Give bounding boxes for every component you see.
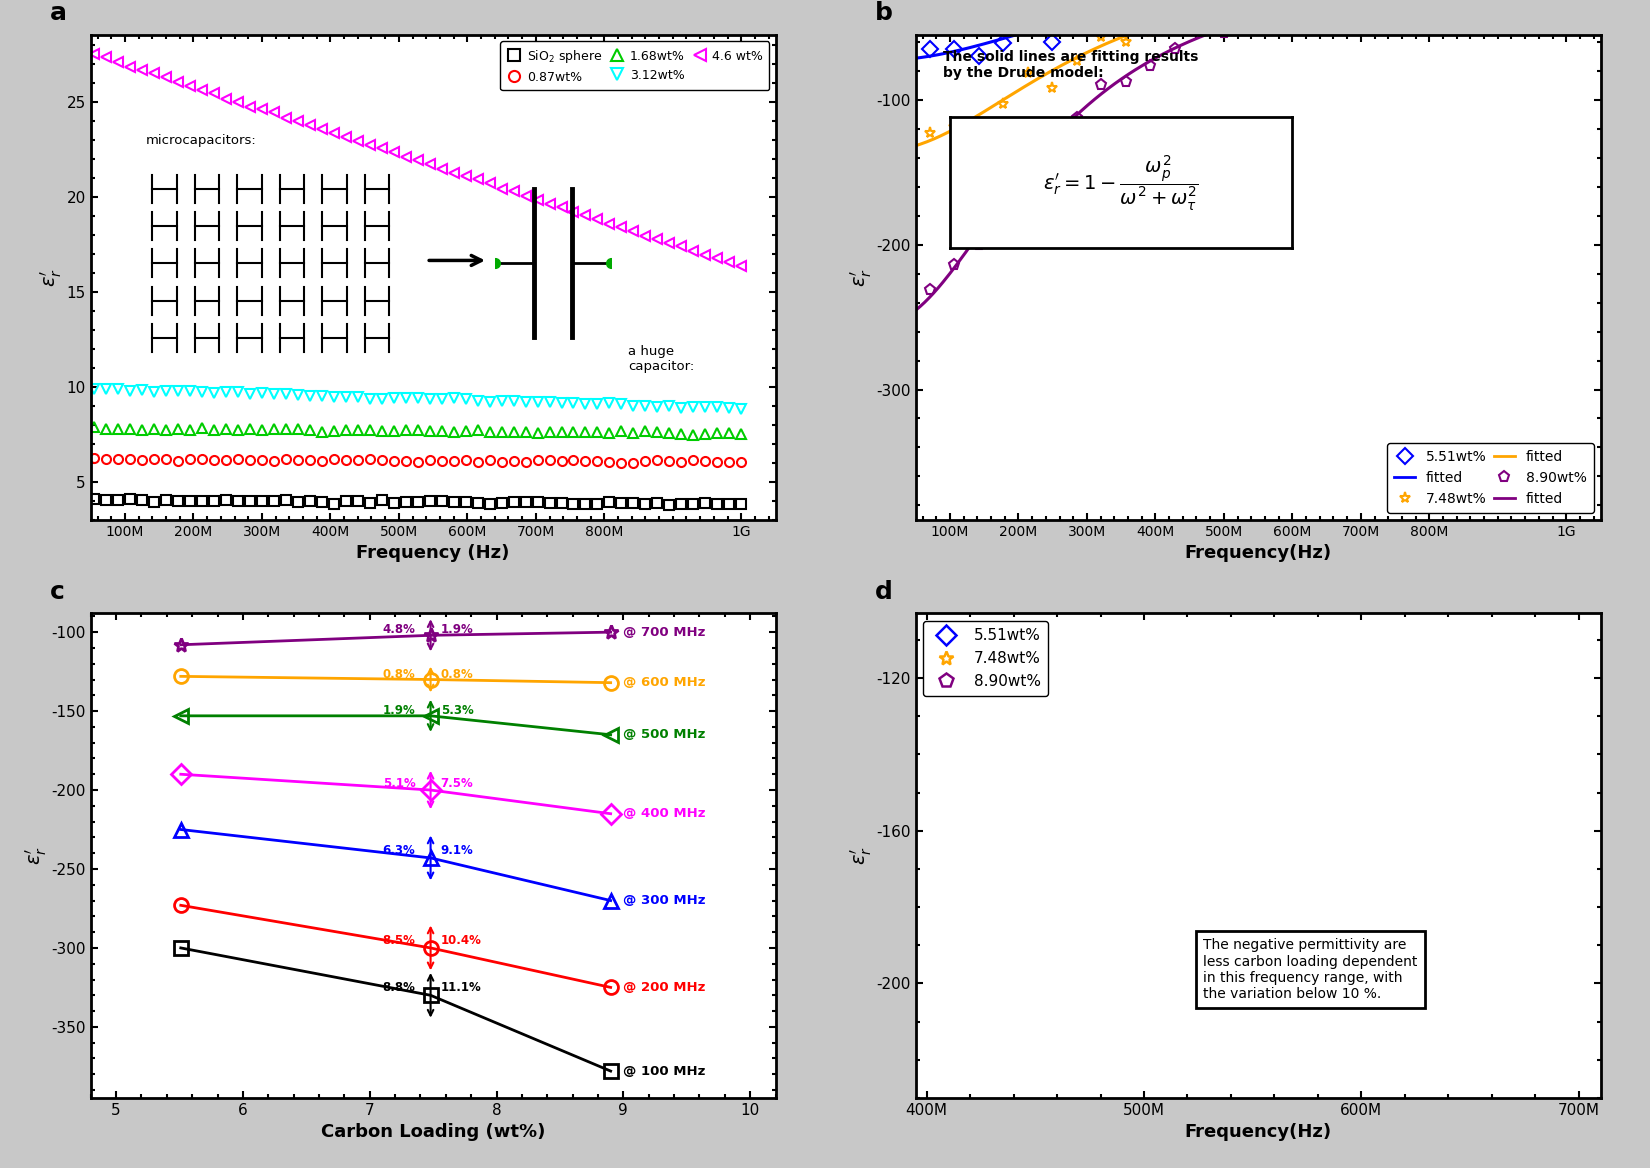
Text: 5.1%: 5.1%: [383, 777, 416, 790]
X-axis label: Frequency (Hz): Frequency (Hz): [356, 544, 510, 562]
Text: a huge
capacitor:: a huge capacitor:: [629, 346, 695, 374]
Text: @ 400 MHz: @ 400 MHz: [624, 807, 706, 820]
Text: 0.8%: 0.8%: [441, 668, 474, 681]
Legend: 5.51wt%, 7.48wt%, 8.90wt%: 5.51wt%, 7.48wt%, 8.90wt%: [924, 621, 1048, 696]
Y-axis label: $\varepsilon_r'$: $\varepsilon_r'$: [23, 846, 48, 865]
Y-axis label: $\varepsilon_r'$: $\varepsilon_r'$: [848, 846, 873, 865]
Text: b: b: [874, 1, 893, 26]
Text: 6.3%: 6.3%: [383, 843, 416, 857]
Text: @ 500 MHz: @ 500 MHz: [624, 729, 706, 742]
Legend: 5.51wt%, fitted, 7.48wt%, fitted, 8.90wt%, fitted: 5.51wt%, fitted, 7.48wt%, fitted, 8.90wt…: [1388, 443, 1594, 513]
Text: d: d: [874, 579, 893, 604]
Legend: SiO$_2$ sphere, 0.87wt%, 1.68wt%, 3.12wt%, 4.6 wt%: SiO$_2$ sphere, 0.87wt%, 1.68wt%, 3.12wt…: [500, 41, 769, 90]
Text: @ 700 MHz: @ 700 MHz: [624, 626, 706, 639]
Text: microcapacitors:: microcapacitors:: [145, 133, 256, 146]
Text: 1.9%: 1.9%: [383, 703, 416, 717]
X-axis label: Frequency(Hz): Frequency(Hz): [1185, 544, 1332, 562]
Text: @ 600 MHz: @ 600 MHz: [624, 676, 706, 689]
Text: 5.3%: 5.3%: [441, 703, 474, 717]
Text: The solid lines are fitting results
by the Drude model:: The solid lines are fitting results by t…: [944, 49, 1198, 79]
Text: 10.4%: 10.4%: [441, 934, 482, 947]
Text: a: a: [50, 1, 66, 26]
Text: 7.5%: 7.5%: [441, 777, 474, 790]
X-axis label: Carbon Loading (wt%): Carbon Loading (wt%): [322, 1124, 544, 1141]
Text: 1.9%: 1.9%: [441, 623, 474, 637]
Text: The negative permittivity are
less carbon loading dependent
in this frequency ra: The negative permittivity are less carbo…: [1203, 938, 1417, 1001]
Text: @ 300 MHz: @ 300 MHz: [624, 894, 706, 908]
Text: c: c: [50, 579, 64, 604]
Y-axis label: $\varepsilon_r'$: $\varepsilon_r'$: [38, 267, 64, 287]
Text: 8.8%: 8.8%: [383, 981, 416, 994]
Text: 0.8%: 0.8%: [383, 668, 416, 681]
Text: 9.1%: 9.1%: [441, 843, 474, 857]
X-axis label: Frequency(Hz): Frequency(Hz): [1185, 1124, 1332, 1141]
Text: @ 100 MHz: @ 100 MHz: [624, 1064, 706, 1078]
Text: 11.1%: 11.1%: [441, 981, 482, 994]
Text: @ 200 MHz: @ 200 MHz: [624, 981, 706, 994]
Text: 4.8%: 4.8%: [383, 623, 416, 637]
Y-axis label: $\varepsilon_r'$: $\varepsilon_r'$: [848, 267, 873, 287]
Text: 8.5%: 8.5%: [383, 934, 416, 947]
